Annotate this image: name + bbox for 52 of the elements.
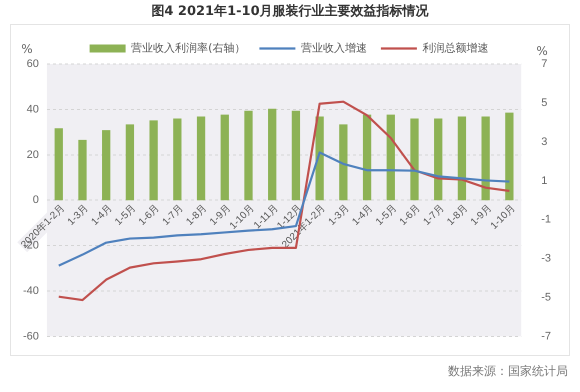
- bar: [434, 118, 442, 200]
- y-tick-label: -60: [22, 330, 39, 342]
- bar: [386, 114, 395, 200]
- bar: [505, 112, 514, 200]
- bar: [78, 140, 87, 200]
- y2-tick-label: 5: [541, 96, 548, 109]
- bar: [292, 110, 300, 200]
- y2-tick-label: -1: [541, 214, 551, 226]
- bar: [126, 124, 134, 200]
- bar: [410, 118, 419, 200]
- bar: [220, 114, 229, 200]
- x-tick-label: 1-7月: [160, 202, 186, 228]
- x-tick-label: 1-8月: [184, 202, 210, 228]
- y-tick-label: 60: [26, 58, 39, 70]
- y2-tick-label: -5: [541, 292, 551, 304]
- x-tick-label: 1-6月: [136, 202, 162, 228]
- y2-tick-label: 1: [541, 174, 548, 187]
- y-tick-label: -40: [22, 285, 39, 298]
- x-tick-label: 1-6月: [398, 202, 423, 228]
- bar: [244, 110, 253, 200]
- y2-tick-label: -3: [541, 252, 551, 265]
- bar: [196, 116, 206, 200]
- y-tick-label: 40: [26, 103, 39, 116]
- bar: [268, 108, 276, 200]
- bar: [315, 116, 324, 200]
- x-tick-label: 1-3月: [66, 202, 91, 228]
- x-tick-label: 1-4月: [89, 202, 114, 228]
- y2-tick-label: 3: [541, 136, 548, 148]
- bar: [102, 130, 110, 200]
- bar: [481, 116, 490, 200]
- y2-tick-label: -7: [541, 330, 551, 342]
- legend-label: 营业收入增速: [300, 41, 367, 54]
- x-tick-label: 1-8月: [445, 202, 470, 228]
- bar: [362, 114, 372, 200]
- y2-tick-label: 7: [541, 58, 548, 70]
- y-axis-title: %: [21, 42, 33, 56]
- x-tick-label: 1-4月: [350, 202, 376, 228]
- x-tick-label: 1-5月: [374, 202, 400, 228]
- bar: [149, 120, 158, 200]
- bar: [458, 116, 466, 200]
- x-tick-label: 1-7月: [421, 202, 447, 228]
- x-tick-label: 1-5月: [113, 202, 138, 228]
- source-note: 数据来源：国家统计局: [447, 363, 569, 380]
- chart-title: 图4 2021年1-10月服装行业主要效益指标情况: [150, 2, 430, 21]
- legend-label: 利润总额增速: [422, 41, 488, 54]
- y2-axis-title: %: [536, 44, 548, 58]
- bar: [339, 124, 348, 200]
- x-tick-label: 1-3月: [326, 202, 352, 228]
- legend-label: 营业收入利润率(右轴）: [131, 41, 246, 54]
- y-tick-label: 20: [26, 148, 39, 161]
- bar: [173, 118, 182, 200]
- bar: [54, 128, 63, 200]
